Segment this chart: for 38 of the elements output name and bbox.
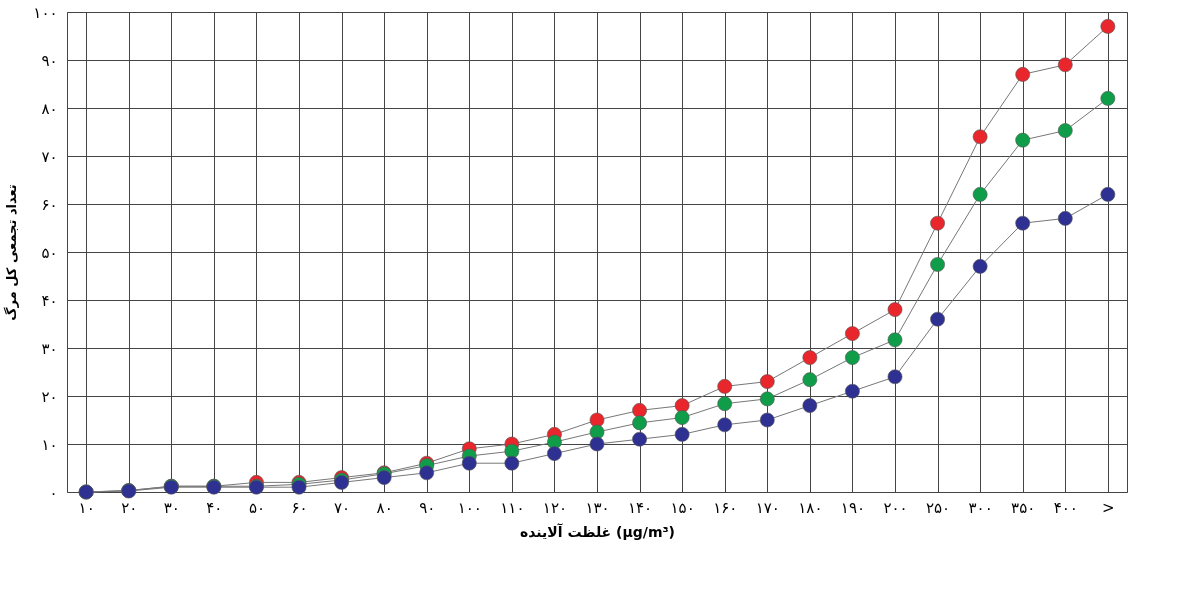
x-tick-label: ۱۰ — [78, 498, 95, 517]
x-tick-label: ۳۵۰ — [1011, 498, 1036, 517]
x-tick-label: ۱۴۰ — [627, 498, 653, 517]
y-tick-label: ۱۰۰ — [33, 3, 58, 22]
x-tick-label: ۱۹۰ — [840, 498, 866, 517]
x-tick-label: ۲۰ — [121, 498, 138, 517]
x-tick-label: ۱۰۰ — [457, 498, 482, 517]
y-axis-title: تعداد تجمعی کل مرگ — [3, 184, 20, 321]
y-tick-label: ۹۰ — [41, 51, 58, 70]
x-tick-label: ۵۰ — [248, 498, 265, 517]
x-tick-label: > — [1102, 498, 1115, 517]
x-tick-label: ۳۰۰ — [968, 498, 993, 517]
x-tick-label: ۴۰۰ — [1053, 498, 1078, 517]
x-tick-label: ۸۰ — [376, 498, 393, 517]
x-tick-label: ۱۲۰ — [542, 498, 568, 517]
x-tick-label: ۱۵۰ — [670, 498, 695, 517]
y-tick-label: ۷۰ — [41, 147, 58, 166]
x-tick-label: ۲۵۰ — [925, 498, 951, 517]
x-tick-label: ۱۷۰ — [755, 498, 780, 517]
x-tick-label: ۱۶۰ — [713, 498, 738, 517]
y-tick-label: ۲۰ — [41, 387, 58, 406]
x-tick-label: ۹۰ — [419, 498, 436, 517]
y-tick-label: ۵۰ — [41, 243, 58, 262]
x-tick-label: ۳۰ — [163, 498, 180, 517]
y-tick-label: ۱۰ — [41, 435, 58, 454]
x-axis-title: غلظت آلاینده (µg/m³) — [520, 522, 675, 540]
y-tick-label: ۴۰ — [41, 291, 58, 310]
y-tick-label: ۳۰ — [41, 339, 58, 358]
x-tick-label: ۷۰ — [334, 498, 351, 517]
x-tick-label: ۶۰ — [291, 498, 308, 517]
y-tick-label: ۸۰ — [41, 99, 58, 118]
y-tick-label: ۰ — [49, 483, 58, 502]
x-tick-label: ۱۱۰ — [500, 498, 525, 517]
x-tick-label: ۴۰ — [206, 498, 223, 517]
y-tick-label: ۶۰ — [41, 195, 58, 214]
x-tick-label: ۲۰۰ — [883, 498, 908, 517]
x-tick-label: ۱۸۰ — [798, 498, 823, 517]
x-tick-label: ۱۳۰ — [585, 498, 610, 517]
